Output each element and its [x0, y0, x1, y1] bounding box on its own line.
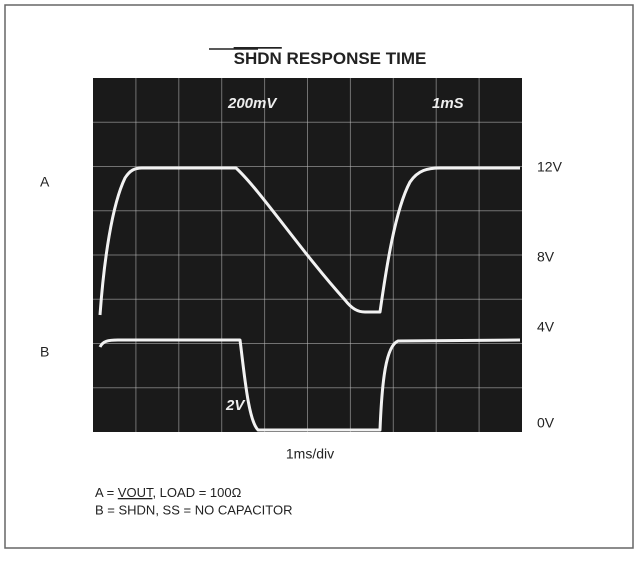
level-label: 0V	[537, 415, 555, 431]
legend-b: B = SHDN, SS = NO CAPACITOR	[95, 502, 292, 517]
title: SHDN RESPONSE TIME	[234, 49, 427, 68]
title-signal: SHDN	[234, 49, 282, 68]
legend-text: A =	[95, 485, 118, 500]
legend-signal: VOUT	[118, 485, 154, 500]
legend-text: , LOAD = 100Ω	[152, 485, 241, 500]
x-axis-label: 1ms/div	[286, 446, 334, 462]
level-label: 12V	[537, 159, 563, 175]
screen-label: 200mV	[227, 95, 278, 112]
screen-label: 2V	[225, 397, 246, 414]
trace-label: A	[40, 174, 50, 190]
legend-a: A = VOUT, LOAD = 100Ω	[95, 485, 242, 500]
trace-label: B	[40, 344, 49, 360]
page: SHDN RESPONSE TIME 200mV 1mS 2V A B 12V …	[0, 0, 640, 556]
level-label: 4V	[537, 319, 555, 335]
level-label: 8V	[537, 249, 555, 265]
screen-label: 1mS	[432, 95, 464, 112]
figure: SHDN RESPONSE TIME 200mV 1mS 2V A B 12V …	[0, 0, 640, 556]
title-rest: RESPONSE TIME	[287, 49, 427, 68]
